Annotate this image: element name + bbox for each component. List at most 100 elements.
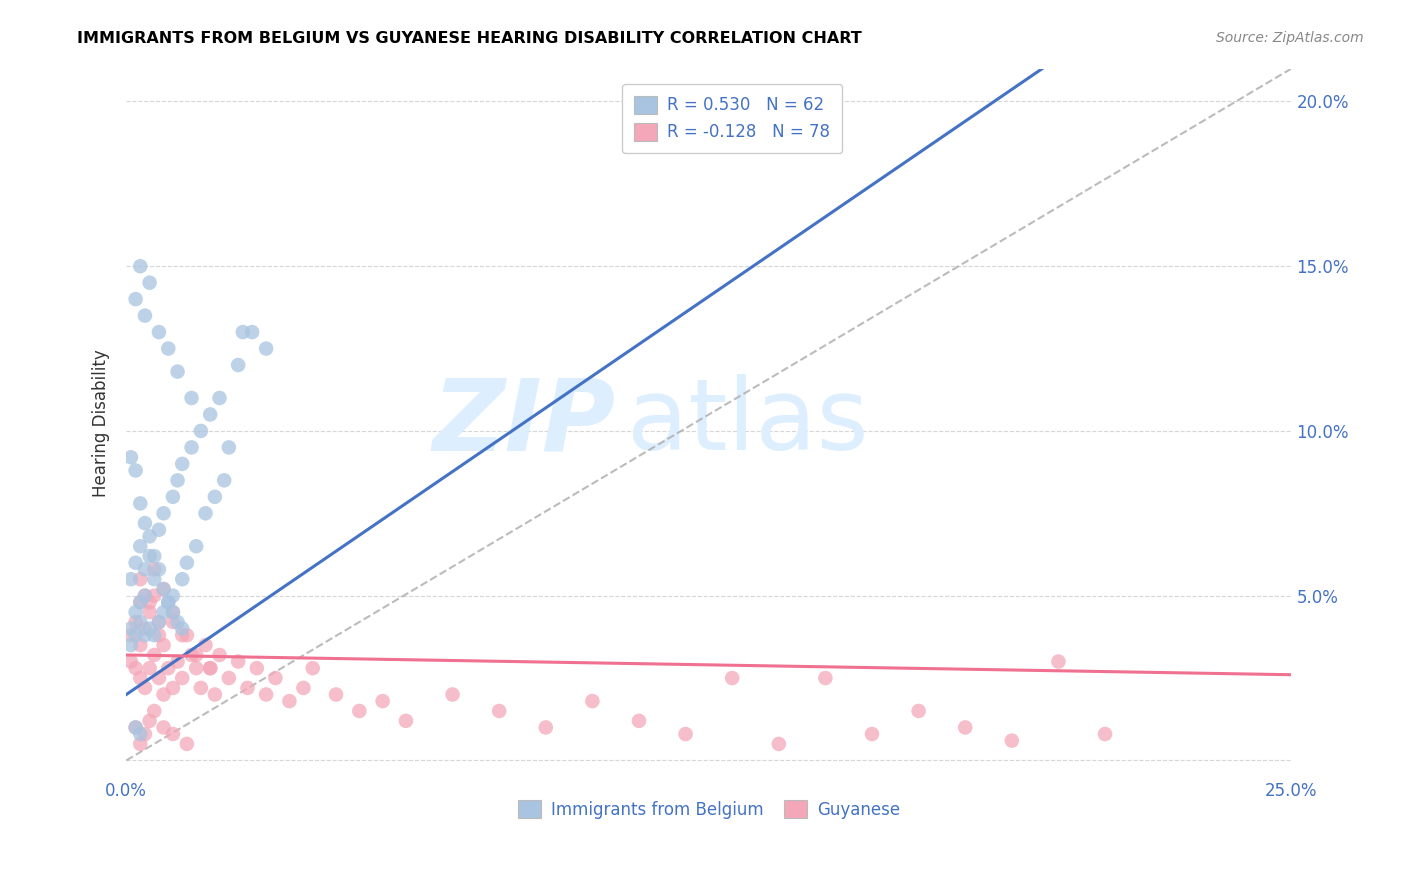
Point [124, 605, 146, 619]
Point [143, 628, 166, 642]
Point [152, 506, 174, 520]
Point [134, 622, 156, 636]
Point [138, 549, 160, 563]
Point [166, 655, 188, 669]
Point [180, 441, 202, 455]
Text: atlas: atlas [627, 374, 869, 471]
Point [129, 615, 152, 629]
Point [301, 661, 323, 675]
Point [204, 688, 226, 702]
Point [152, 688, 174, 702]
Point [172, 622, 194, 636]
Point [124, 615, 146, 629]
Point [292, 681, 315, 695]
Point [129, 572, 152, 586]
Point [120, 655, 142, 669]
Point [1047, 655, 1070, 669]
Point [129, 496, 152, 510]
Point [124, 556, 146, 570]
Point [190, 424, 212, 438]
Point [172, 628, 194, 642]
Point [134, 628, 156, 642]
Point [176, 628, 198, 642]
Point [1001, 733, 1024, 747]
Point [162, 605, 184, 619]
Point [148, 615, 170, 629]
Point [814, 671, 837, 685]
Text: ZIP: ZIP [433, 374, 616, 471]
Point [172, 572, 194, 586]
Point [254, 342, 277, 356]
Point [124, 628, 146, 642]
Point [371, 694, 394, 708]
Point [152, 605, 174, 619]
Point [212, 474, 235, 488]
Point [240, 325, 263, 339]
Point [138, 714, 160, 728]
Point [675, 727, 697, 741]
Point [325, 688, 347, 702]
Point [157, 595, 180, 609]
Point [162, 605, 184, 619]
Point [138, 276, 160, 290]
Point [264, 671, 287, 685]
Point [134, 727, 156, 741]
Point [120, 622, 142, 636]
Point [152, 721, 174, 735]
Point [176, 556, 198, 570]
Point [138, 622, 160, 636]
Point [143, 704, 166, 718]
Point [134, 562, 156, 576]
Point [138, 605, 160, 619]
Point [180, 391, 202, 405]
Point [1094, 727, 1116, 741]
Point [129, 595, 152, 609]
Point [172, 457, 194, 471]
Point [120, 450, 142, 465]
Point [226, 358, 249, 372]
Point [953, 721, 976, 735]
Point [124, 463, 146, 477]
Point [208, 648, 231, 662]
Point [148, 615, 170, 629]
Point [198, 661, 221, 675]
Point [162, 727, 184, 741]
Point [138, 595, 160, 609]
Point [349, 704, 371, 718]
Point [186, 648, 208, 662]
Point [157, 661, 180, 675]
Point [129, 727, 152, 741]
Point [162, 589, 184, 603]
Point [176, 737, 198, 751]
Point [218, 671, 240, 685]
Point [198, 408, 221, 422]
Point [441, 688, 464, 702]
Point [860, 727, 883, 741]
Point [143, 549, 166, 563]
Point [907, 704, 929, 718]
Point [162, 681, 184, 695]
Point [120, 638, 142, 652]
Point [134, 309, 156, 323]
Point [138, 661, 160, 675]
Point [148, 562, 170, 576]
Point [721, 671, 744, 685]
Point [186, 539, 208, 553]
Point [143, 648, 166, 662]
Point [395, 714, 418, 728]
Point [120, 572, 142, 586]
Point [166, 365, 188, 379]
Point [488, 704, 510, 718]
Point [152, 582, 174, 596]
Point [768, 737, 790, 751]
Point [254, 688, 277, 702]
Text: Source: ZipAtlas.com: Source: ZipAtlas.com [1216, 31, 1364, 45]
Point [534, 721, 557, 735]
Point [129, 595, 152, 609]
Point [166, 615, 188, 629]
Point [194, 506, 217, 520]
Point [148, 523, 170, 537]
Point [194, 638, 217, 652]
Point [138, 529, 160, 543]
Point [148, 628, 170, 642]
